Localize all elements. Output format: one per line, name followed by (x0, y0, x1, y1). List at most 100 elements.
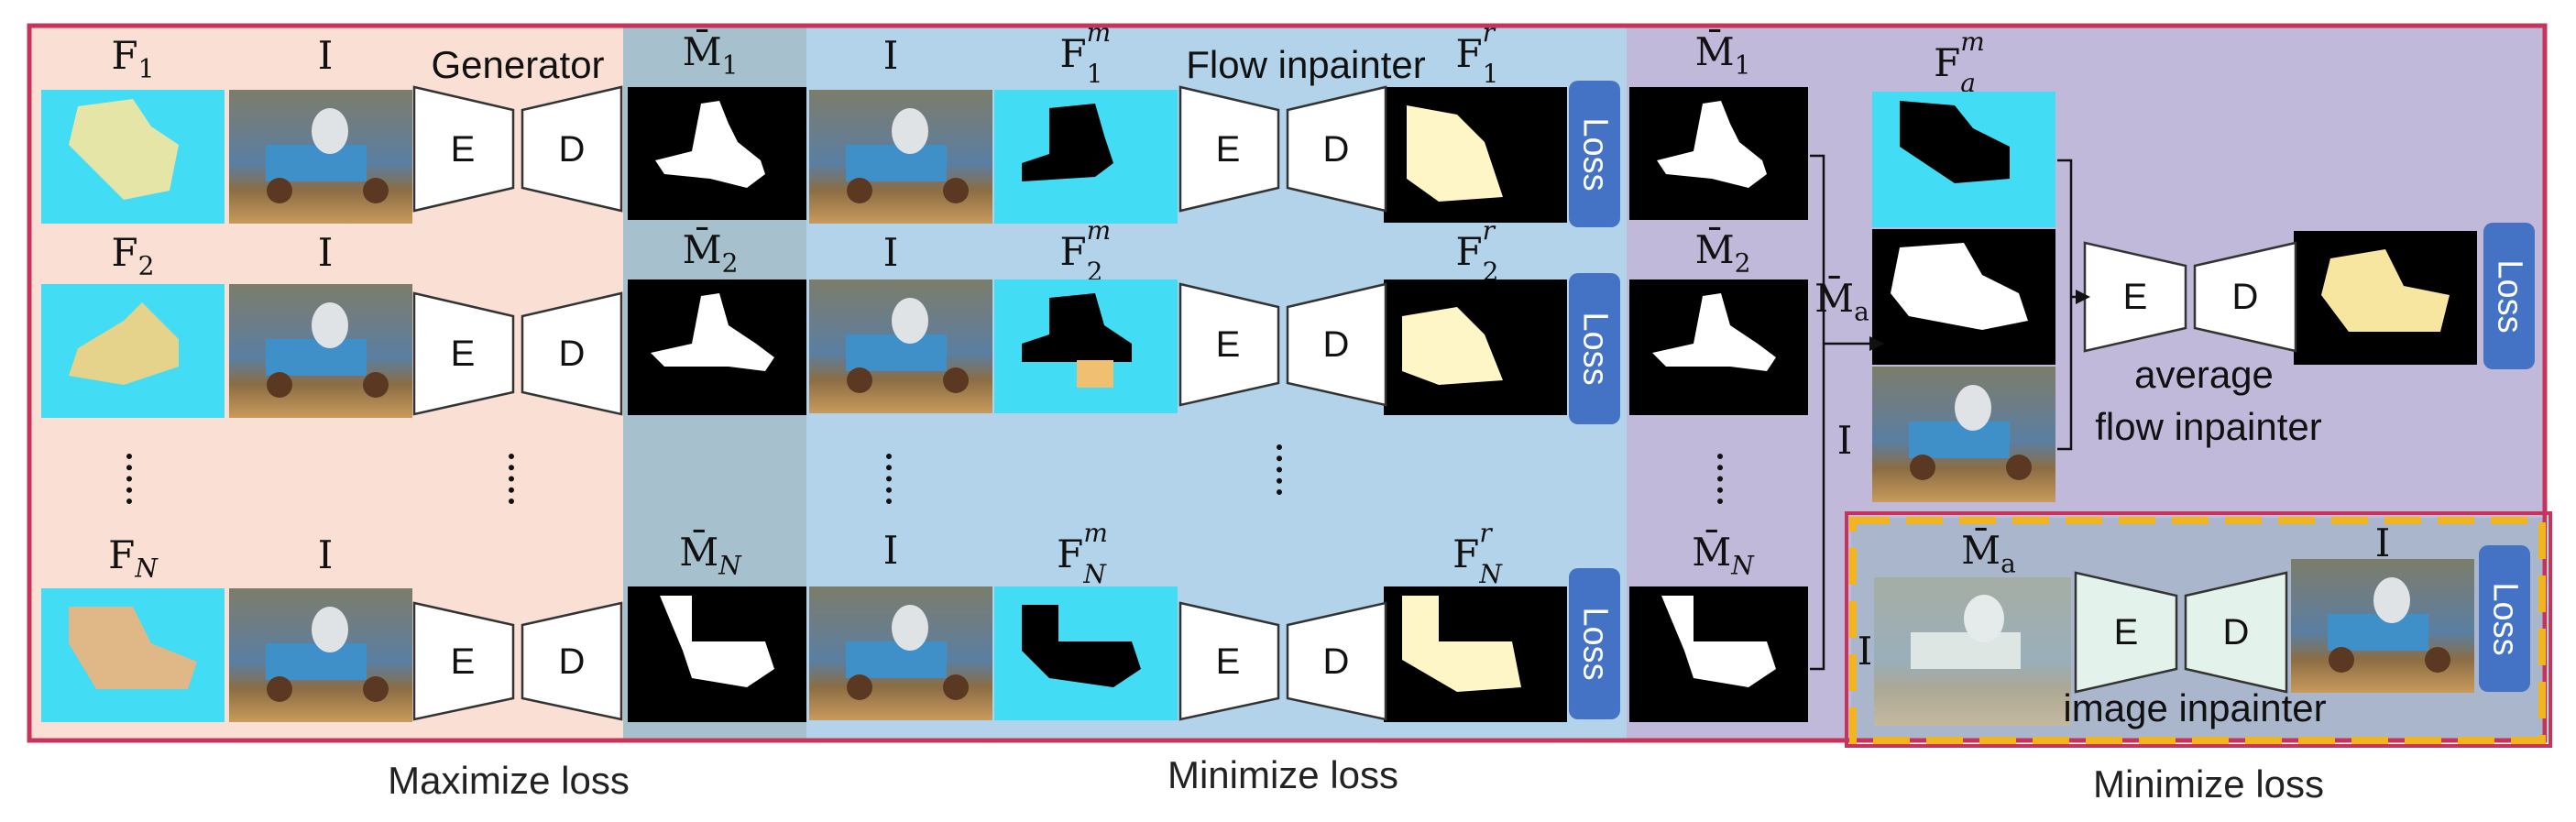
mask-label-row2: M̄2 (682, 227, 739, 279)
encoder-fi-rowN (1178, 601, 1280, 721)
d-fi-row2: D (1323, 324, 1350, 365)
decoder-gen-rowN (521, 601, 623, 721)
encoder-fi-row1 (1178, 85, 1280, 213)
flow-thumbnail-row2 (41, 284, 225, 418)
encoder-gen-row2 (412, 291, 515, 416)
caption-minimize-loss-right: Minimize loss (2092, 762, 2325, 806)
arrow-head-avg (2076, 290, 2090, 304)
e-gen-row1: E (451, 129, 476, 170)
recon-flow-thumbnail-row2 (1384, 279, 1567, 415)
loss-box-average: Loss (2483, 223, 2535, 369)
image-label-fi-row2: I (882, 230, 899, 275)
flow-thumbnail-rowN (41, 588, 225, 722)
ellipsis-image-fi (886, 454, 897, 504)
loss-box-rowN: Loss (1569, 568, 1620, 719)
mask-label-row1: M̄1 (682, 29, 739, 81)
loss-box-image-inpainter: Loss (2479, 545, 2530, 692)
encoder-img (2074, 571, 2178, 694)
mask-label-avg-row1: M̄1 (1694, 29, 1751, 81)
image-thumbnail-fi-row1 (809, 90, 992, 224)
loss-box-row1: Loss (1569, 81, 1620, 227)
arrow-head-ma (1869, 336, 1884, 351)
recon-flow-thumbnail-rowN (1384, 586, 1567, 722)
mask-thumbnail-avg-rowN (1629, 586, 1808, 722)
average-mask-label: M̄a (1814, 276, 1869, 327)
e-avg: E (2123, 277, 2148, 317)
ellipsis-mask-avg (1717, 454, 1728, 504)
image-thumbnail-fi-rowN (809, 586, 992, 720)
image-label-fi-row1: I (882, 33, 899, 78)
image-thumbnail-rowN (229, 588, 412, 722)
ellipsis-flow-inpainter (1277, 444, 1288, 495)
e-fi-row1: E (1216, 129, 1241, 170)
encoder-fi-row2 (1178, 282, 1280, 407)
ellipsis-flow (126, 454, 137, 504)
mask-thumbnail-avg-row1 (1629, 87, 1808, 220)
d-gen-row1: D (559, 129, 586, 170)
image-label-row2: I (317, 230, 334, 275)
decoder-avg (2193, 241, 2297, 353)
e-gen-rowN: E (451, 641, 476, 682)
encoder-avg (2083, 241, 2187, 353)
ellipsis-generator (509, 454, 520, 504)
e-img: E (2114, 612, 2139, 652)
e-gen-row2: E (451, 334, 476, 374)
caption-minimize-loss-middle: Minimize loss (1167, 753, 1399, 796)
image-inpainter-output-label: I (2374, 521, 2391, 565)
bracket-masks (1810, 154, 1825, 671)
flow-label-row2: F2 (111, 230, 155, 281)
mask-thumbnail-row2 (628, 279, 806, 415)
average-masked-flow-thumbnail (1872, 92, 2055, 227)
average-flow-inpainter-label-2: flow inpainter (2095, 405, 2322, 448)
encoder-gen-row1 (412, 85, 515, 213)
image-inpainter-border (1849, 517, 2546, 744)
mask-label-avg-row2: M̄2 (1694, 227, 1751, 279)
image-label-fi-rowN: I (882, 528, 899, 573)
mask-label-rowN: M̄N (679, 530, 741, 581)
masked-flow-thumbnail-rowN (994, 586, 1178, 720)
bracket-average (2057, 159, 2073, 451)
flow-label-rowN: FN (108, 532, 158, 584)
image-inpainter-mask-label: M̄a (1961, 528, 2016, 579)
flow-label-row1: F1 (111, 33, 155, 84)
decoder-fi-row1 (1286, 85, 1387, 213)
masked-flow-thumbnail-row2 (994, 279, 1178, 413)
image-inpainter-input-label: I (1857, 629, 1873, 674)
e-fi-rowN: E (1216, 641, 1241, 682)
d-fi-rowN: D (1323, 641, 1350, 682)
flow-thumbnail-row1 (41, 90, 225, 224)
mask-thumbnail-row1 (628, 87, 806, 220)
d-img: D (2223, 612, 2250, 652)
image-inpainter-outer-border (1845, 511, 2552, 748)
average-mask-thumbnail (1872, 229, 2055, 365)
decoder-img (2184, 571, 2288, 694)
mask-label-avg-rowN: M̄N (1692, 530, 1754, 581)
d-gen-rowN: D (559, 641, 586, 682)
image-label-rowN: I (317, 532, 334, 577)
image-inpainter-output (2291, 559, 2474, 693)
mask-thumbnail-avg-row2 (1629, 279, 1808, 415)
image-inpainter-label: image inpainter (2063, 686, 2327, 729)
e-fi-row2: E (1216, 324, 1241, 365)
d-gen-row2: D (559, 334, 586, 374)
masked-flow-thumbnail-row1 (994, 90, 1178, 224)
decoder-gen-row1 (521, 85, 623, 213)
outer-border (27, 23, 2548, 743)
decoder-fi-row2 (1286, 282, 1387, 407)
d-avg: D (2232, 277, 2259, 317)
caption-maximize-loss: Maximize loss (388, 759, 630, 802)
flow-inpainter-label: Flow inpainter (1186, 43, 1426, 86)
image-thumbnail-row1 (229, 90, 412, 224)
average-image-label: I (1836, 418, 1853, 463)
generator-label: Generator (431, 43, 605, 86)
d-fi-row1: D (1323, 129, 1350, 170)
average-recon-flow-thumbnail (2294, 231, 2477, 365)
average-image-thumbnail (1872, 367, 2055, 502)
image-label-row1: I (317, 33, 334, 78)
image-inpainter-masked-input (1874, 577, 2071, 726)
